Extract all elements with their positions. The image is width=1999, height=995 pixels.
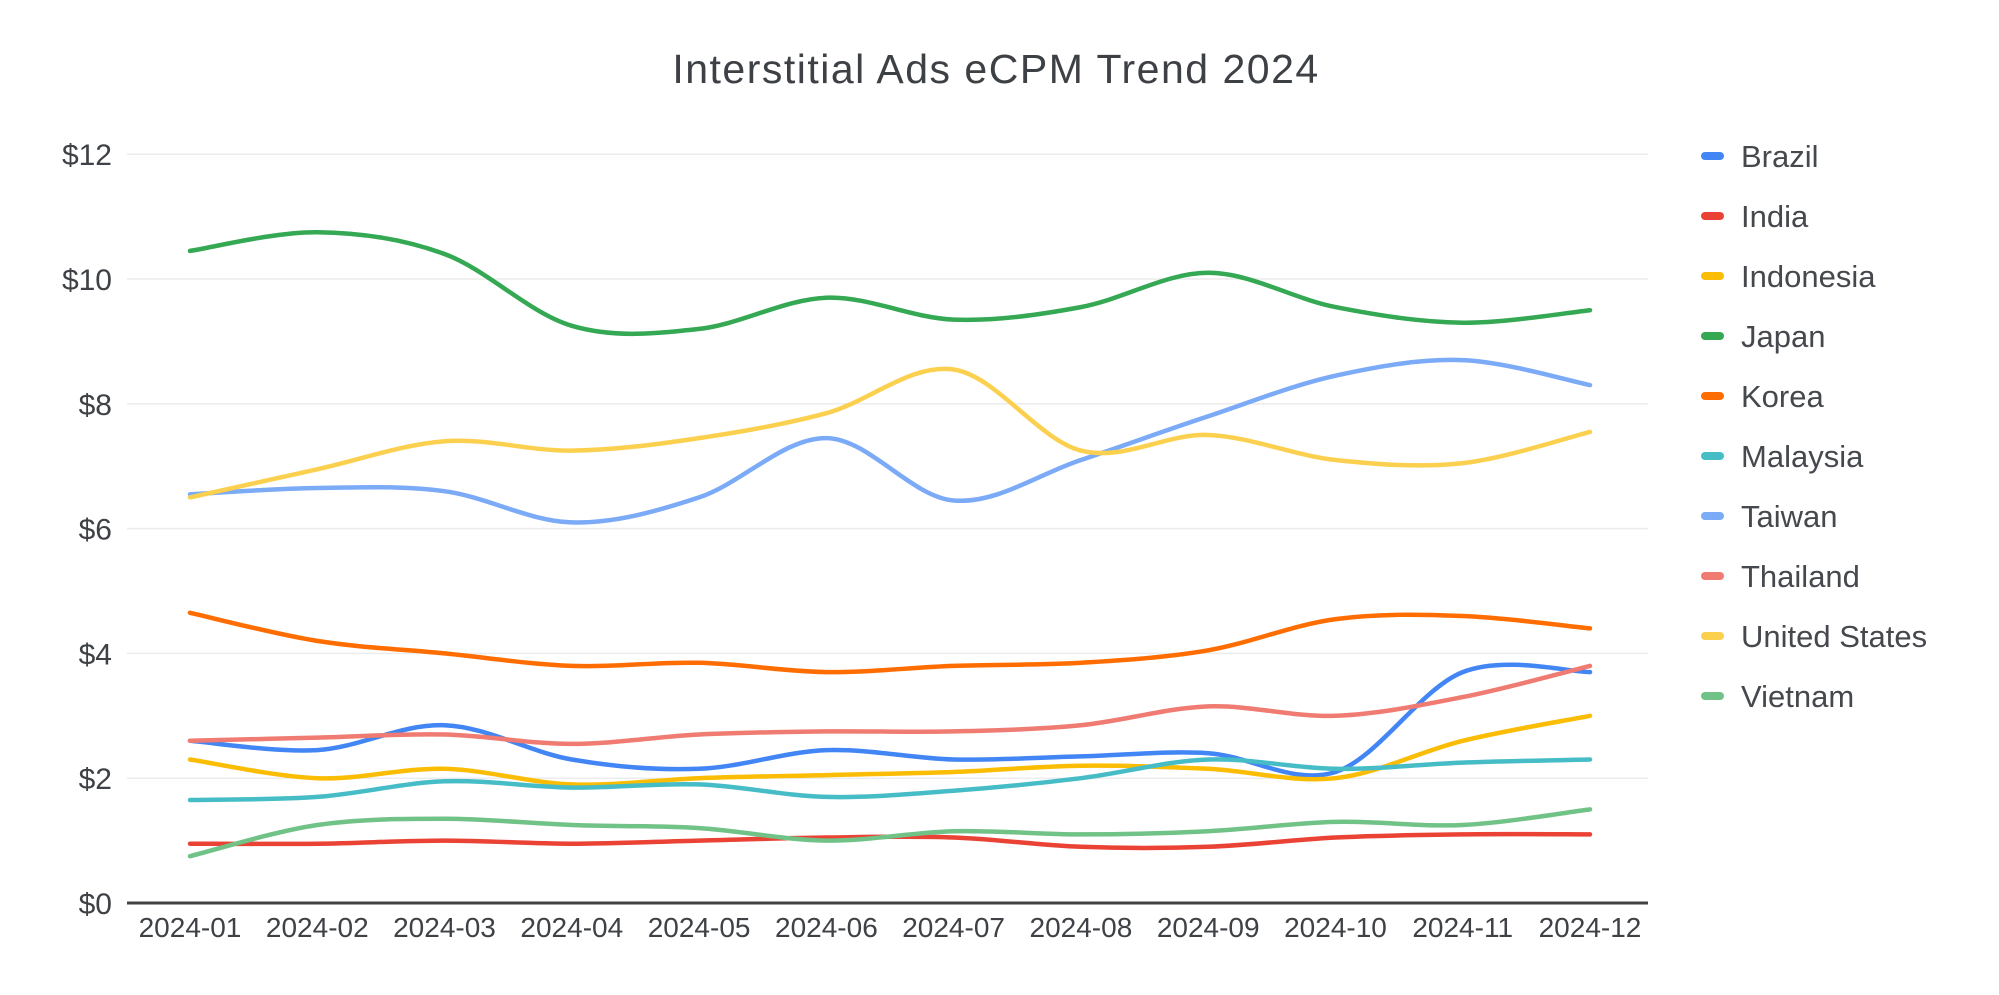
legend-label: United States [1741, 618, 1928, 654]
x-tick-label: 2024-11 [1412, 912, 1513, 943]
series-line-united-states[interactable] [187, 366, 1593, 500]
legend-swatch-icon [1701, 212, 1724, 220]
series-line-korea[interactable] [187, 610, 1593, 675]
legend-item-united-states[interactable]: United States [1701, 606, 1927, 666]
legend-swatch-icon [1701, 692, 1724, 700]
legend-item-japan[interactable]: Japan [1701, 306, 1927, 366]
x-tick-label: 2024-08 [1030, 912, 1133, 943]
y-tick-label: $10 [62, 264, 112, 297]
series-line-brazil[interactable] [187, 662, 1593, 778]
series-line-indonesia[interactable] [187, 713, 1593, 787]
series-line-vietnam[interactable] [187, 807, 1593, 859]
legend-label: Japan [1741, 318, 1826, 354]
x-tick-label: 2024-04 [520, 912, 623, 943]
x-tick-label: 2024-06 [775, 912, 878, 943]
legend-label: Vietnam [1741, 678, 1855, 714]
legend-label: India [1741, 198, 1809, 234]
legend-item-india[interactable]: India [1701, 186, 1927, 246]
y-tick-label: $6 [79, 514, 112, 547]
legend-swatch-icon [1701, 512, 1724, 520]
x-tick-label: 2024-05 [648, 912, 751, 943]
chart-legend: Brazil India Indonesia Japan Korea Malaysia Ta… [1701, 126, 1927, 726]
x-tick-label: 2024-12 [1539, 912, 1642, 943]
legend-item-korea[interactable]: Korea [1701, 366, 1927, 426]
legend-label: Indonesia [1741, 258, 1876, 294]
legend-label: Taiwan [1741, 498, 1838, 534]
legend-label: Malaysia [1741, 438, 1864, 474]
y-tick-label: $12 [62, 139, 112, 172]
series-line-taiwan[interactable] [187, 357, 1593, 525]
legend-item-vietnam[interactable]: Vietnam [1701, 666, 1927, 726]
legend-item-indonesia[interactable]: Indonesia [1701, 246, 1927, 306]
chart-title: Interstitial Ads eCPM Trend 2024 [672, 46, 1320, 92]
legend-label: Brazil [1741, 138, 1819, 174]
legend-swatch-icon [1701, 572, 1724, 580]
legend-swatch-icon [1701, 392, 1724, 400]
y-tick-label: $0 [79, 888, 112, 921]
y-tick-label: $4 [79, 638, 112, 671]
x-tick-label: 2024-09 [1157, 912, 1260, 943]
x-tick-label: 2024-10 [1284, 912, 1387, 943]
x-tick-label: 2024-01 [139, 912, 242, 943]
series-line-japan[interactable] [187, 229, 1593, 337]
legend-swatch-icon [1701, 152, 1724, 160]
legend-label: Korea [1741, 378, 1824, 414]
x-tick-label: 2024-02 [266, 912, 369, 943]
legend-swatch-icon [1701, 452, 1724, 460]
x-axis-labels: 2024-01 2024-02 2024-03 2024-04 2024-05 2024-… [139, 912, 1642, 943]
legend-item-thailand[interactable]: Thailand [1701, 546, 1927, 606]
legend-swatch-icon [1701, 332, 1724, 340]
series-line-thailand[interactable] [187, 663, 1593, 747]
legend-item-malaysia[interactable]: Malaysia [1701, 426, 1927, 486]
series-lines [187, 229, 1593, 859]
x-tick-label: 2024-03 [393, 912, 496, 943]
y-tick-label: $8 [79, 389, 112, 422]
gridlines [127, 153, 1648, 779]
legend-item-taiwan[interactable]: Taiwan [1701, 486, 1927, 546]
legend-item-brazil[interactable]: Brazil [1701, 126, 1927, 186]
legend-label: Thailand [1741, 558, 1860, 594]
legend-swatch-icon [1701, 272, 1724, 280]
y-axis-labels: $0 $2 $4 $6 $8 $10 $12 [62, 139, 112, 921]
x-tick-label: 2024-07 [902, 912, 1005, 943]
y-tick-label: $2 [79, 763, 112, 796]
series-line-malaysia[interactable] [187, 757, 1593, 803]
legend-swatch-icon [1701, 632, 1724, 640]
